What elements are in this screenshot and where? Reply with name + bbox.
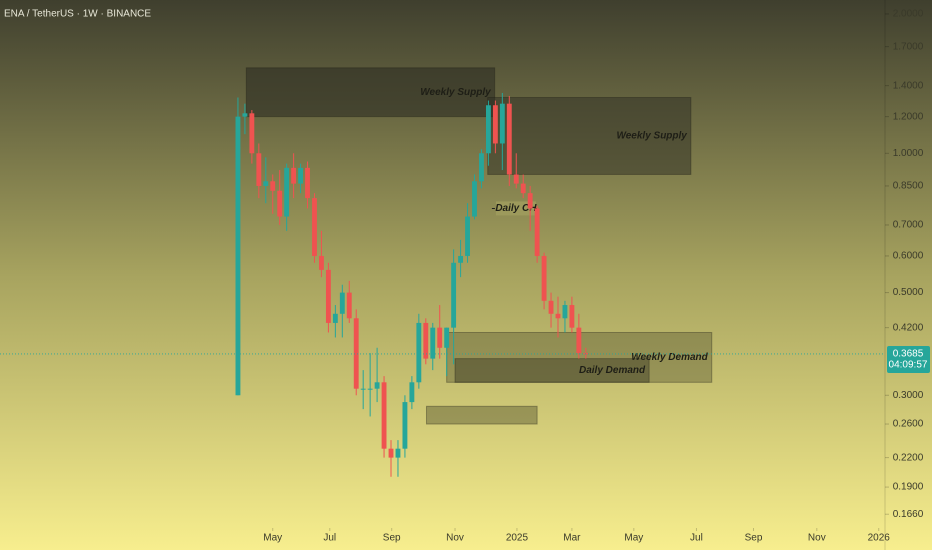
candle-body (513, 174, 519, 184)
candle-body (485, 105, 491, 154)
y-tick-label: 0.1660 (893, 509, 924, 520)
level-label: Daily CH (495, 203, 537, 214)
y-tick-label: 1.7000 (893, 41, 924, 52)
candle-body (360, 388, 366, 390)
candle-body (339, 292, 345, 314)
candle-body (472, 181, 477, 217)
y-tick-label: 0.1900 (893, 482, 924, 493)
x-tick-label: Mar (563, 533, 581, 544)
x-tick-label: Nov (446, 533, 464, 544)
candle-body (555, 313, 561, 319)
level-label-bg (495, 201, 536, 216)
candle-body (527, 193, 533, 209)
candle-body (284, 167, 290, 217)
candle-body (402, 402, 408, 449)
y-tick-label: 0.2200 (893, 452, 924, 463)
x-tick-label: May (263, 533, 282, 544)
candle-body (235, 116, 241, 396)
y-tick-label: 0.3000 (893, 390, 924, 401)
candle-body (562, 305, 568, 319)
candle-body (548, 300, 554, 314)
x-tick-label: Sep (383, 533, 401, 544)
candle-body (506, 103, 512, 175)
zone-label: Weekly Supply (616, 131, 687, 142)
candle-body (277, 190, 283, 217)
candle-body (569, 305, 575, 328)
zone-label: Daily Demand (579, 365, 646, 376)
chart-title: ENA / TetherUS · 1W · BINANCE (4, 9, 151, 20)
price-box (887, 345, 930, 373)
candle-body (353, 318, 359, 389)
zone-label: Weekly Supply (420, 87, 491, 98)
candle-body (409, 382, 415, 403)
candle-body (346, 292, 352, 319)
candle-body (395, 448, 401, 458)
candle-body (242, 113, 248, 117)
candle-body (416, 322, 422, 383)
y-tick-label: 0.4200 (893, 322, 924, 333)
candle-body (312, 198, 317, 256)
candle-body (492, 105, 498, 144)
candle-body (305, 167, 310, 199)
candle-body (458, 255, 464, 263)
zone (454, 358, 650, 383)
candle-body (263, 181, 269, 186)
zone-label: Weekly Demand (631, 352, 708, 363)
candle-body (520, 183, 526, 194)
candle-body (423, 322, 429, 359)
candle-body (479, 153, 484, 182)
zone (245, 67, 496, 118)
y-tick-label: 0.2600 (893, 419, 924, 430)
last-price-label: 0.3685 (893, 349, 924, 360)
y-tick-label: 0.6000 (893, 251, 924, 262)
x-tick-label: Sep (745, 533, 763, 544)
candle-body (534, 208, 540, 256)
candle-body (541, 255, 547, 301)
candle-body (444, 327, 450, 348)
x-tick-label: 2025 (506, 533, 529, 544)
y-tick-label: 0.7000 (893, 220, 924, 231)
candle-body (430, 327, 436, 359)
x-tick-label: Nov (808, 533, 826, 544)
zone (425, 405, 538, 425)
x-tick-label: Jul (323, 533, 336, 544)
y-tick-label: 0.8500 (893, 181, 924, 192)
candle-body (367, 388, 373, 390)
y-tick-label: 1.2000 (893, 111, 924, 122)
candle-body (499, 103, 505, 144)
x-tick-label: 2026 (868, 533, 891, 544)
y-tick-label: 1.4000 (893, 80, 924, 91)
y-tick-label: 1.0000 (893, 148, 924, 159)
candle-body (576, 327, 582, 354)
y-tick-label: 2.0000 (893, 9, 924, 20)
y-tick-label: 0.5000 (893, 287, 924, 298)
countdown: 04:09:57 (889, 360, 928, 371)
candle-body (381, 382, 387, 449)
x-tick-label: Jul (690, 533, 703, 544)
candle-body (437, 327, 443, 348)
candle-body (249, 113, 255, 154)
zone (487, 96, 692, 175)
candle-body (270, 181, 276, 191)
candle-body (291, 167, 297, 184)
candle-body (451, 262, 457, 328)
candle-body (325, 269, 331, 323)
x-tick-label: May (624, 533, 643, 544)
candle-body (256, 153, 262, 186)
candle-body (319, 255, 324, 270)
candle-body (374, 382, 380, 389)
candle-body (388, 448, 394, 458)
candle-body (332, 313, 338, 323)
candle-body (298, 167, 304, 184)
candle-body (465, 216, 470, 256)
